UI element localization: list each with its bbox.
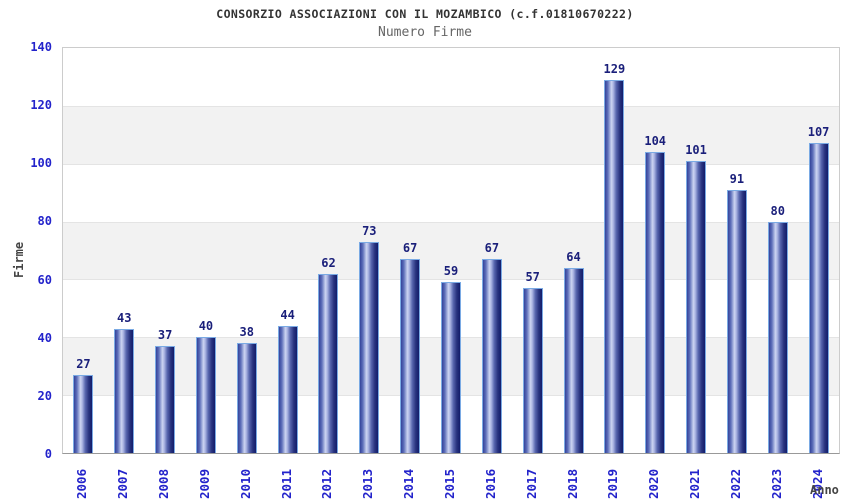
y-tick-label: 0 (44, 447, 52, 461)
x-tick-label: 2011 (278, 468, 294, 499)
value-label: 73 (362, 223, 377, 238)
value-label: 38 (239, 325, 254, 340)
value-label: 43 (117, 310, 132, 325)
value-label: 57 (525, 270, 540, 285)
x-axis-title: Anno (810, 483, 839, 497)
bar-2023 (767, 221, 788, 453)
y-tick-label: 40 (37, 330, 52, 345)
value-label: 67 (402, 241, 418, 256)
bar-2018 (563, 267, 584, 453)
bar-2011 (277, 325, 298, 453)
y-tick-label: 20 (37, 388, 52, 403)
bar-2017 (522, 288, 543, 453)
value-label: 129 (603, 61, 626, 76)
value-label: 107 (807, 125, 830, 140)
value-label: 62 (321, 255, 336, 270)
value-label: 80 (770, 203, 785, 218)
x-tick-label: 2023 (768, 468, 784, 499)
x-tick-label: 2010 (237, 468, 253, 499)
value-label: 59 (443, 264, 459, 279)
x-tick-label: 2016 (482, 468, 498, 499)
bar-2024 (808, 143, 829, 453)
y-tick-label: 60 (37, 272, 52, 287)
x-tick-label: 2018 (564, 468, 580, 499)
chart-subtitle: Numero Firme (378, 25, 472, 40)
bar-2010 (236, 343, 257, 453)
x-tick-label: 2014 (401, 468, 417, 499)
bar-2014 (400, 259, 421, 453)
bar-2007 (114, 328, 135, 453)
grid-band (63, 221, 839, 280)
value-label: 37 (157, 327, 173, 342)
bar-2020 (645, 152, 666, 453)
grid-band (63, 163, 839, 222)
x-tick-label: 2015 (442, 468, 457, 499)
value-label: 27 (76, 356, 91, 371)
bar-2013 (359, 241, 380, 453)
y-tick-label: 140 (30, 40, 52, 54)
y-tick-label: 100 (30, 156, 52, 171)
value-label: 91 (729, 171, 745, 186)
value-label: 101 (685, 142, 707, 157)
x-tick-label: 2017 (523, 468, 539, 499)
x-tick-label: 2013 (360, 468, 376, 499)
grid-band (63, 105, 839, 164)
bar-2006 (73, 374, 94, 453)
bar-2015 (441, 282, 461, 453)
x-tick-label: 2022 (727, 468, 743, 499)
bar-2021 (686, 160, 707, 453)
bar-2016 (481, 259, 502, 453)
y-tick-label: 80 (37, 214, 52, 229)
grid-band (63, 48, 839, 106)
value-label: 40 (198, 319, 214, 334)
grid-band (63, 279, 839, 337)
chart-title: CONSORZIO ASSOCIAZIONI CON IL MOZAMBICO … (216, 7, 634, 21)
x-tick-label: 2020 (646, 468, 662, 499)
plot-area: 27 43 37 40 38 44 62 73 67 59 67 57 64 129 104 101 91 80 1… (62, 47, 840, 454)
value-label: 67 (484, 241, 500, 256)
bar-2008 (155, 345, 176, 453)
x-tick-label: 2009 (196, 468, 212, 499)
x-tick-label: 2021 (687, 468, 703, 499)
bar-2022 (726, 189, 747, 453)
value-label: 44 (280, 307, 295, 322)
x-tick-label: 2019 (605, 468, 621, 499)
value-label: 104 (644, 134, 667, 149)
x-tick-label: 2008 (156, 468, 172, 499)
y-tick-label: 120 (30, 98, 52, 113)
bar-2009 (195, 337, 216, 453)
x-tick-label: 2006 (74, 468, 90, 499)
bar-2012 (318, 273, 339, 453)
x-tick-label: 2007 (115, 468, 131, 499)
bar-2019 (604, 79, 625, 453)
x-tick-label: 2012 (319, 468, 335, 499)
y-axis-title: Firme (12, 241, 26, 278)
value-label: 64 (566, 249, 581, 264)
